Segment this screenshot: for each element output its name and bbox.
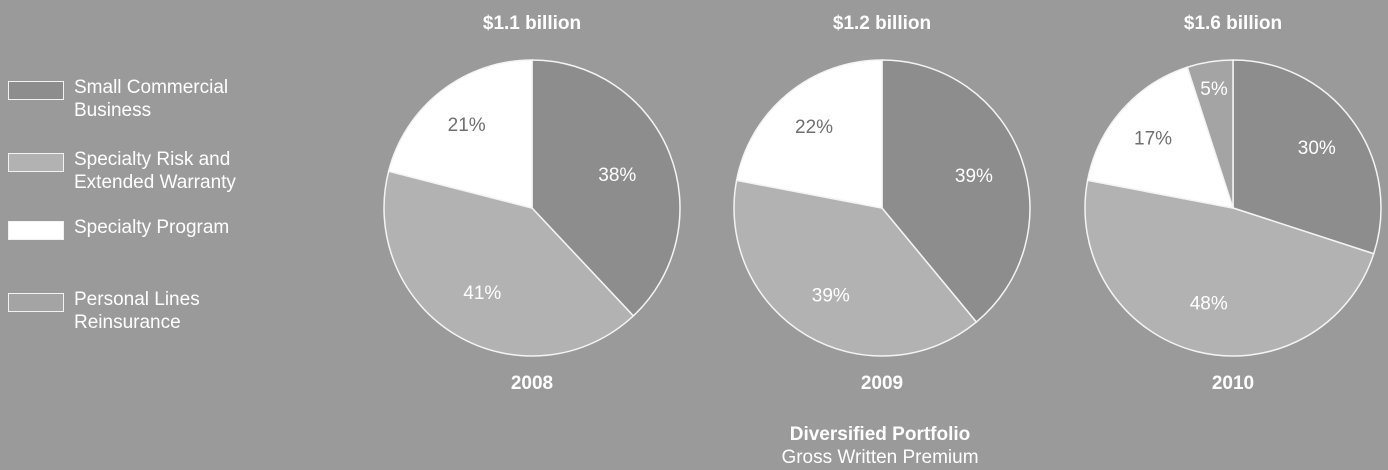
slice-label-2009-specialty-program: 22%: [795, 117, 833, 138]
pie-total-2008: $1.1 billion: [483, 13, 581, 34]
legend-item-specialty-program: Specialty Program: [8, 216, 284, 240]
legend-item-specialty-risk: Specialty Risk and Extended Warranty: [8, 148, 284, 194]
pie-slice-2010-specialty-risk-and-extended-warranty: [1084, 179, 1375, 357]
pie-total-2010: $1.6 billion: [1184, 13, 1282, 34]
slice-label-2010-small-commercial-business: 30%: [1298, 138, 1336, 159]
slice-label-2009-small-commercial-business: 39%: [955, 166, 993, 187]
pie-total-2009: $1.2 billion: [833, 13, 931, 34]
pie-slice-2008-specialty-program: [387, 59, 533, 209]
pie-2010: 30% 48% 17% 5%: [1084, 59, 1382, 357]
chart-subtitle: Gross Written Premium: [781, 447, 979, 468]
legend-swatch-small-commercial: [8, 81, 64, 100]
slice-label-2010-specialty-program: 17%: [1134, 129, 1172, 150]
pie-2008: 38% 41% 21%: [383, 59, 681, 357]
pie-slice-2010-small-commercial-business: [1232, 59, 1382, 255]
legend-label-personal-lines: Personal Lines Reinsurance: [74, 289, 200, 333]
pie-slice-2009-specialty-program: [735, 59, 883, 209]
slice-label-2008-specialty-program: 21%: [448, 115, 486, 136]
legend-swatch-specialty-program: [8, 221, 64, 240]
slice-label-2010-personal-lines-reinsurance: 5%: [1200, 79, 1228, 100]
slice-label-2008-small-commercial-business: 38%: [598, 165, 636, 186]
pie-slice-2008-specialty-risk-and-extended-warranty: [383, 170, 635, 357]
pie-year-2010: 2010: [1212, 373, 1254, 394]
legend-item-small-commercial: Small Commercial Business: [8, 76, 284, 122]
pie-slice-2008-small-commercial-business: [531, 59, 681, 317]
pie-slice-2010-specialty-program: [1086, 66, 1235, 209]
legend-label-small-commercial: Small Commercial Business: [74, 77, 229, 121]
pie-slice-2009-small-commercial-business: [881, 59, 1031, 324]
legend-swatch-personal-lines: [8, 293, 64, 312]
pie-year-2009: 2009: [861, 373, 903, 394]
chart-title: Diversified Portfolio: [789, 424, 971, 445]
pie-slice-2009-specialty-risk-and-extended-warranty: [733, 179, 978, 357]
legend-label-specialty-program: Specialty Program: [74, 217, 230, 238]
legend-item-personal-lines: Personal Lines Reinsurance: [8, 288, 284, 334]
pie-slice-2010-personal-lines-reinsurance: [1186, 59, 1234, 209]
legend-swatch-specialty-risk: [8, 153, 64, 172]
legend-label-specialty-risk: Specialty Risk and Extended Warranty: [74, 149, 236, 193]
pie-2009: 39% 39% 22%: [733, 59, 1031, 357]
slice-label-2008-specialty-risk-and-extended-warranty: 41%: [463, 283, 501, 304]
slice-label-2010-specialty-risk-and-extended-warranty: 48%: [1190, 294, 1228, 315]
pie-year-2008: 2008: [511, 373, 553, 394]
slice-label-2009-specialty-risk-and-extended-warranty: 39%: [812, 286, 850, 307]
